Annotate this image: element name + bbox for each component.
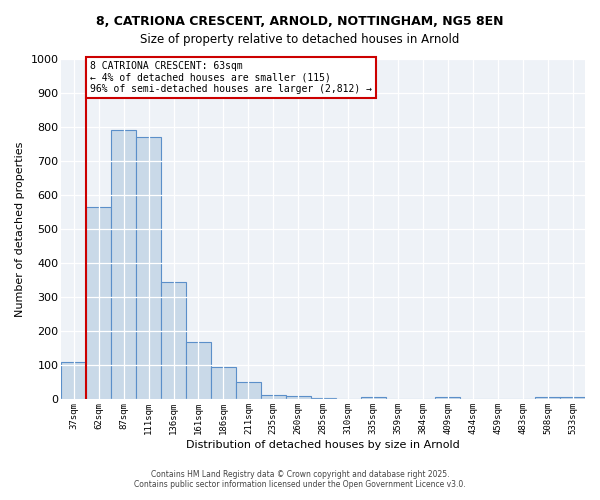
X-axis label: Distribution of detached houses by size in Arnold: Distribution of detached houses by size … — [186, 440, 460, 450]
Bar — [186, 342, 211, 400]
Bar — [86, 207, 111, 400]
Text: Contains HM Land Registry data © Crown copyright and database right 2025.
Contai: Contains HM Land Registry data © Crown c… — [134, 470, 466, 489]
Bar — [436, 397, 460, 400]
Text: 8, CATRIONA CRESCENT, ARNOLD, NOTTINGHAM, NG5 8EN: 8, CATRIONA CRESCENT, ARNOLD, NOTTINGHAM… — [96, 15, 504, 28]
Bar — [535, 397, 560, 400]
Bar — [560, 397, 585, 400]
Text: 8 CATRIONA CRESCENT: 63sqm
← 4% of detached houses are smaller (115)
96% of semi: 8 CATRIONA CRESCENT: 63sqm ← 4% of detac… — [90, 60, 372, 94]
Bar — [261, 395, 286, 400]
Bar — [286, 396, 311, 400]
Bar — [211, 367, 236, 400]
Bar — [161, 282, 186, 400]
Bar — [236, 382, 261, 400]
Y-axis label: Number of detached properties: Number of detached properties — [15, 142, 25, 317]
Text: Size of property relative to detached houses in Arnold: Size of property relative to detached ho… — [140, 32, 460, 46]
Bar — [311, 398, 335, 400]
Bar — [361, 397, 386, 400]
Bar — [136, 138, 161, 400]
Bar — [61, 362, 86, 400]
Bar — [111, 130, 136, 400]
